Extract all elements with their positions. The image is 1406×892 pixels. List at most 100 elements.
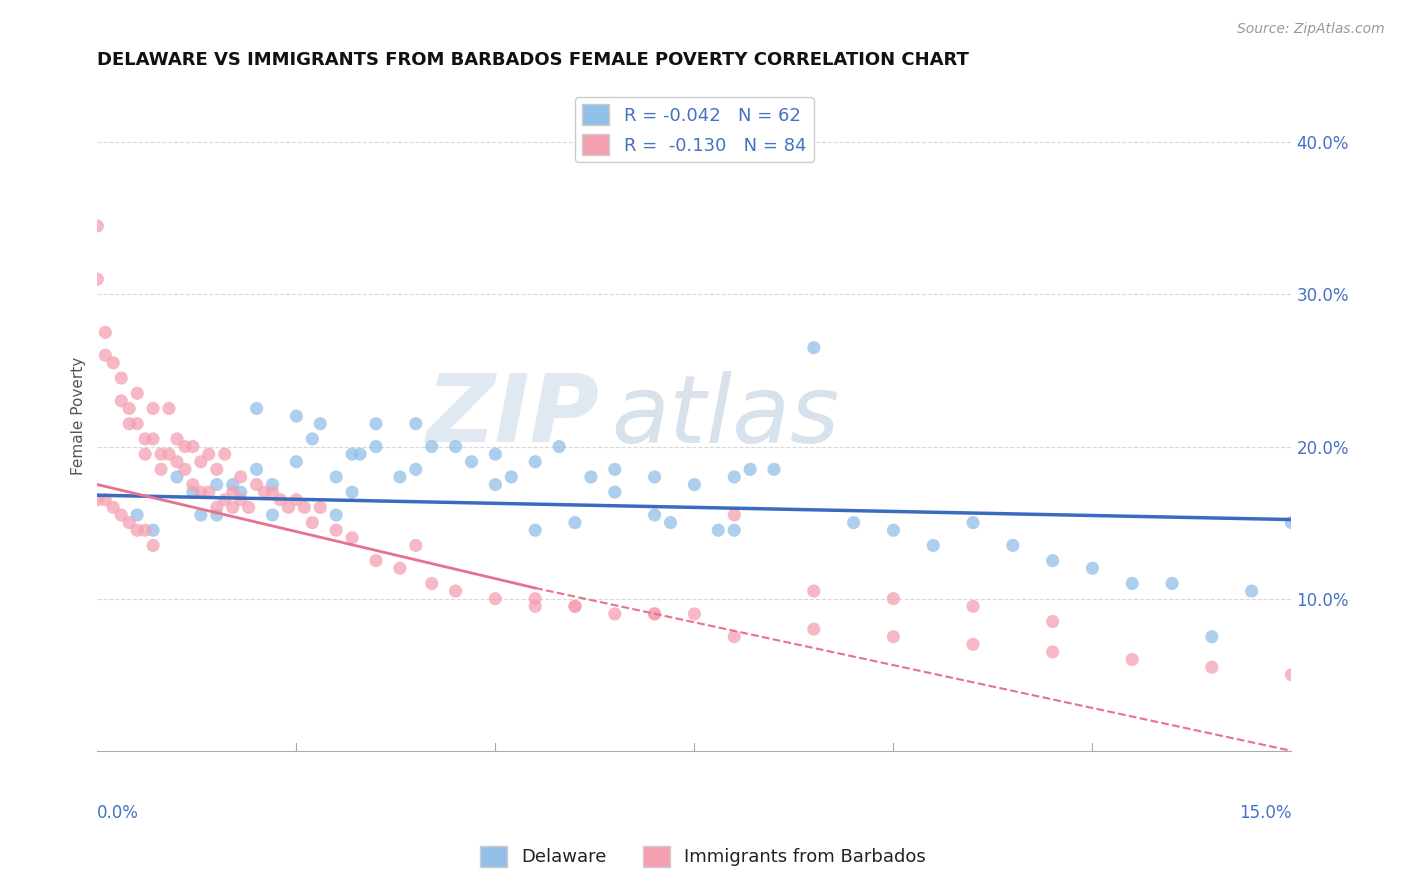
Point bbox=[301, 432, 323, 446]
Point bbox=[214, 492, 236, 507]
Point bbox=[127, 386, 149, 401]
Point bbox=[484, 591, 506, 606]
Point bbox=[882, 523, 904, 537]
Point bbox=[174, 440, 197, 454]
Point bbox=[644, 508, 666, 522]
Point bbox=[388, 561, 411, 575]
Point bbox=[94, 348, 117, 362]
Text: 15.0%: 15.0% bbox=[1239, 804, 1292, 822]
Point bbox=[405, 462, 427, 476]
Point bbox=[309, 500, 332, 515]
Point bbox=[1001, 538, 1024, 552]
Text: 0.0%: 0.0% bbox=[97, 804, 139, 822]
Point bbox=[181, 485, 204, 500]
Point bbox=[723, 523, 745, 537]
Point bbox=[603, 462, 626, 476]
Point bbox=[564, 599, 586, 614]
Point bbox=[659, 516, 682, 530]
Point bbox=[86, 219, 108, 233]
Point bbox=[842, 516, 865, 530]
Point bbox=[103, 500, 125, 515]
Point bbox=[127, 417, 149, 431]
Point bbox=[1081, 561, 1104, 575]
Text: Source: ZipAtlas.com: Source: ZipAtlas.com bbox=[1237, 22, 1385, 37]
Point bbox=[205, 508, 228, 522]
Point bbox=[245, 477, 267, 491]
Point bbox=[181, 477, 204, 491]
Point bbox=[882, 630, 904, 644]
Point bbox=[205, 477, 228, 491]
Point bbox=[221, 500, 243, 515]
Point bbox=[644, 607, 666, 621]
Point bbox=[142, 523, 165, 537]
Point bbox=[603, 607, 626, 621]
Point bbox=[205, 462, 228, 476]
Point bbox=[349, 447, 371, 461]
Point bbox=[340, 485, 363, 500]
Point bbox=[723, 630, 745, 644]
Point bbox=[723, 470, 745, 484]
Point bbox=[190, 455, 212, 469]
Text: ZIP: ZIP bbox=[426, 370, 599, 462]
Point bbox=[103, 356, 125, 370]
Point bbox=[142, 401, 165, 416]
Point bbox=[962, 599, 984, 614]
Point bbox=[110, 508, 132, 522]
Point bbox=[190, 485, 212, 500]
Point bbox=[150, 447, 173, 461]
Point bbox=[763, 462, 786, 476]
Point bbox=[110, 371, 132, 385]
Point bbox=[1042, 554, 1064, 568]
Point bbox=[484, 477, 506, 491]
Point bbox=[740, 462, 762, 476]
Point bbox=[285, 492, 308, 507]
Point bbox=[198, 485, 221, 500]
Point bbox=[1240, 584, 1263, 599]
Point bbox=[524, 591, 547, 606]
Point bbox=[388, 470, 411, 484]
Point bbox=[181, 440, 204, 454]
Point bbox=[803, 584, 825, 599]
Point bbox=[1281, 516, 1303, 530]
Point bbox=[420, 440, 443, 454]
Point bbox=[174, 462, 197, 476]
Point bbox=[803, 622, 825, 636]
Point bbox=[683, 607, 706, 621]
Point bbox=[262, 508, 284, 522]
Point bbox=[142, 538, 165, 552]
Point bbox=[524, 599, 547, 614]
Point bbox=[292, 500, 315, 515]
Point bbox=[564, 599, 586, 614]
Point bbox=[325, 508, 347, 522]
Point bbox=[142, 432, 165, 446]
Point bbox=[364, 440, 387, 454]
Point bbox=[253, 485, 276, 500]
Point bbox=[364, 417, 387, 431]
Point bbox=[245, 401, 267, 416]
Point bbox=[340, 447, 363, 461]
Point bbox=[94, 492, 117, 507]
Point bbox=[460, 455, 482, 469]
Point bbox=[221, 477, 243, 491]
Point bbox=[1121, 652, 1143, 666]
Point bbox=[94, 326, 117, 340]
Point bbox=[501, 470, 523, 484]
Point bbox=[1201, 630, 1223, 644]
Point bbox=[1161, 576, 1184, 591]
Point bbox=[166, 432, 188, 446]
Point bbox=[127, 523, 149, 537]
Point bbox=[127, 508, 149, 522]
Point bbox=[962, 516, 984, 530]
Y-axis label: Female Poverty: Female Poverty bbox=[72, 357, 86, 475]
Point bbox=[1121, 576, 1143, 591]
Point bbox=[205, 500, 228, 515]
Point bbox=[198, 447, 221, 461]
Legend: Delaware, Immigrants from Barbados: Delaware, Immigrants from Barbados bbox=[472, 838, 934, 874]
Point bbox=[157, 447, 180, 461]
Point bbox=[444, 440, 467, 454]
Point bbox=[166, 470, 188, 484]
Text: atlas: atlas bbox=[610, 370, 839, 461]
Point bbox=[277, 500, 299, 515]
Point bbox=[301, 516, 323, 530]
Point bbox=[603, 485, 626, 500]
